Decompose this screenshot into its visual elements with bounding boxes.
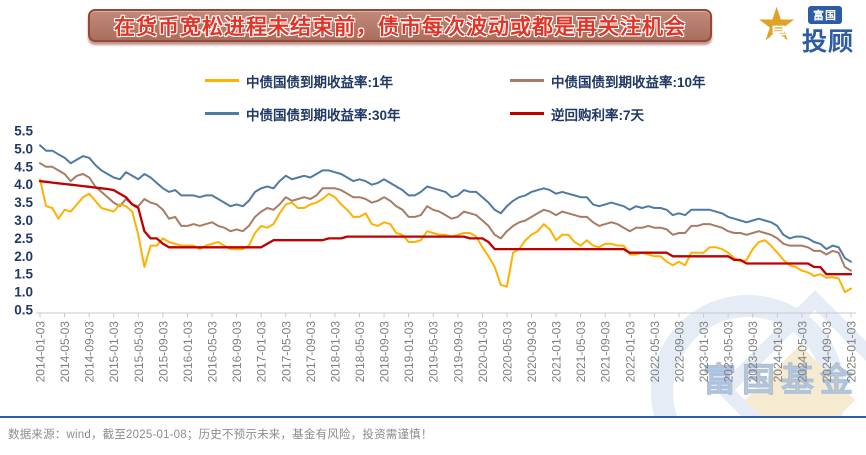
x-axis-label: 2024-05-03 <box>795 321 809 383</box>
x-axis-label: 2020-09-03 <box>525 321 539 383</box>
y-axis-label: 3.5 <box>14 195 33 210</box>
watermark-text: 富国基金 <box>703 361 859 398</box>
x-axis-label: 2014-09-03 <box>83 321 97 383</box>
x-axis-label: 2019-01-03 <box>402 321 416 383</box>
title-banner: 在货币宽松进程未结束前，债市每次波动或都是再关注机会 <box>88 9 712 42</box>
logo-company-badge: 富国 <box>808 6 842 24</box>
x-axis-label: 2017-09-03 <box>304 321 318 383</box>
series-line-3 <box>38 179 853 276</box>
x-axis-label: 2015-05-03 <box>132 321 146 383</box>
star-icon: ★ <box>756 0 798 50</box>
footer-divider <box>0 416 866 418</box>
x-axis-label: 2022-05-03 <box>648 321 662 383</box>
x-axis-label: 2016-05-03 <box>206 321 220 383</box>
data-source-disclaimer: 数据来源：wind，截至2025-01-08；历史不预示未来，基金有风险，投资需… <box>8 429 433 441</box>
y-axis-label: 4.5 <box>14 159 33 174</box>
x-axis-label: 2024-09-03 <box>820 321 834 383</box>
legend-item-10y: 中债国债到期收益率:10年 <box>510 72 765 90</box>
x-axis-label: 2016-01-03 <box>181 321 195 383</box>
legend-label-1y: 中债国债到期收益率:1年 <box>246 74 394 90</box>
legend-item-1y: 中债国债到期收益率:1年 <box>205 72 510 90</box>
x-axis-label: 2021-05-03 <box>574 321 588 383</box>
y-axis-label: 4.0 <box>14 177 33 192</box>
x-axis-label: 2018-01-03 <box>328 321 342 383</box>
x-axis-label: 2016-09-03 <box>230 321 244 383</box>
page-title: 在货币宽松进程未结束前，债市每次波动或都是再关注机会 <box>114 15 686 39</box>
series-line-0 <box>39 178 852 294</box>
x-axis-label: 2019-05-03 <box>427 321 441 383</box>
x-axis-label: 2020-01-03 <box>476 321 490 383</box>
x-axis-label: 2018-09-03 <box>378 321 392 383</box>
x-axis-label: 2023-05-03 <box>722 321 736 383</box>
x-axis-label: 2023-09-03 <box>746 321 760 383</box>
chart-legend: 中债国债到期收益率:1年 中债国债到期收益率:10年 中债国债到期收益率:30年… <box>205 72 765 123</box>
legend-item-repo7d: 逆回购利率:7天 <box>510 105 765 123</box>
x-axis-label: 2021-01-03 <box>550 321 564 383</box>
y-axis-label: 5.0 <box>14 141 33 156</box>
x-axis-label: 2018-05-03 <box>353 321 367 383</box>
y-axis-label: 1.5 <box>14 267 33 282</box>
x-axis-label: 2023-01-03 <box>697 321 711 383</box>
x-axis-label: 2014-05-03 <box>58 321 72 383</box>
x-axis-label: 2021-09-03 <box>599 321 613 383</box>
watermark-logo: 富国基金 <box>651 290 866 416</box>
y-axis-label: 5.5 <box>14 124 33 139</box>
x-axis-label: 2022-09-03 <box>672 321 686 383</box>
x-axis-label: 2014-01-03 <box>34 321 48 383</box>
legend-label-repo7d: 逆回购利率:7天 <box>551 107 645 123</box>
x-axis-label: 2019-09-03 <box>451 321 465 383</box>
legend-label-10y: 中债国债到期收益率:10年 <box>551 74 706 90</box>
y-axis-label: 0.5 <box>14 303 33 318</box>
legend-item-30y: 中债国债到期收益率:30年 <box>205 105 510 123</box>
logo-brand-text: 投顾 <box>802 28 855 56</box>
legend-swatch-10y <box>510 79 544 82</box>
legend-swatch-1y <box>205 79 239 82</box>
x-axis-label: 2017-01-03 <box>255 321 269 383</box>
y-axis-label: 2.0 <box>14 249 33 264</box>
x-axis-label: 2022-01-03 <box>623 321 637 383</box>
x-axis-label: 2024-01-03 <box>771 321 785 383</box>
legend-swatch-30y <box>205 112 239 115</box>
x-axis-label: 2017-05-03 <box>279 321 293 383</box>
y-axis-label: 1.0 <box>14 285 33 300</box>
logo-star-character: 星 <box>770 25 787 44</box>
series-line-2 <box>39 144 852 263</box>
x-axis-label: 2020-05-03 <box>500 321 514 383</box>
x-axis-label: 2015-09-03 <box>156 321 170 383</box>
legend-swatch-repo7d <box>510 112 544 115</box>
y-axis-label: 2.5 <box>14 231 33 246</box>
brand-logo: ★ 星 富国 投顾 <box>700 0 860 56</box>
y-axis-label: 3.0 <box>14 213 33 228</box>
series-line-1 <box>39 162 852 272</box>
legend-label-30y: 中债国债到期收益率:30年 <box>246 107 401 123</box>
x-axis-label: 2015-01-03 <box>107 321 121 383</box>
x-axis-label: 2025-01-03 <box>845 321 859 383</box>
